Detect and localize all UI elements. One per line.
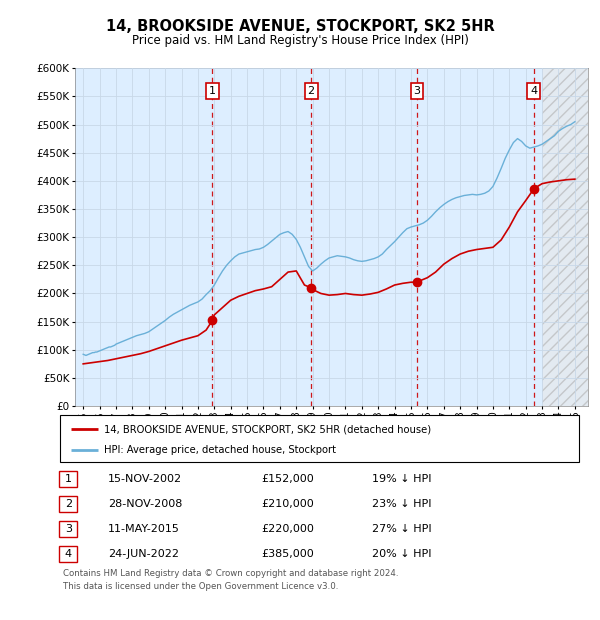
Text: £152,000: £152,000 [261, 474, 314, 484]
Text: 3: 3 [413, 86, 421, 95]
Text: 4: 4 [530, 86, 537, 95]
Text: 19% ↓ HPI: 19% ↓ HPI [372, 474, 431, 484]
Text: 11-MAY-2015: 11-MAY-2015 [108, 524, 180, 534]
Text: 28-NOV-2008: 28-NOV-2008 [108, 499, 182, 509]
Text: 3: 3 [65, 524, 72, 534]
Text: 24-JUN-2022: 24-JUN-2022 [108, 549, 179, 559]
Text: 2: 2 [65, 499, 72, 509]
Text: 14, BROOKSIDE AVENUE, STOCKPORT, SK2 5HR (detached house): 14, BROOKSIDE AVENUE, STOCKPORT, SK2 5HR… [104, 424, 431, 435]
Text: This data is licensed under the Open Government Licence v3.0.: This data is licensed under the Open Gov… [63, 582, 338, 591]
Text: 14, BROOKSIDE AVENUE, STOCKPORT, SK2 5HR: 14, BROOKSIDE AVENUE, STOCKPORT, SK2 5HR [106, 19, 494, 33]
Text: £210,000: £210,000 [261, 499, 314, 509]
Text: £220,000: £220,000 [261, 524, 314, 534]
Text: Contains HM Land Registry data © Crown copyright and database right 2024.: Contains HM Land Registry data © Crown c… [63, 569, 398, 578]
Text: Price paid vs. HM Land Registry's House Price Index (HPI): Price paid vs. HM Land Registry's House … [131, 34, 469, 47]
Text: 20% ↓ HPI: 20% ↓ HPI [372, 549, 431, 559]
Text: 23% ↓ HPI: 23% ↓ HPI [372, 499, 431, 509]
Text: £385,000: £385,000 [261, 549, 314, 559]
Text: 2: 2 [308, 86, 315, 95]
Text: HPI: Average price, detached house, Stockport: HPI: Average price, detached house, Stoc… [104, 445, 336, 455]
Text: 4: 4 [65, 549, 72, 559]
Text: 15-NOV-2002: 15-NOV-2002 [108, 474, 182, 484]
Text: 27% ↓ HPI: 27% ↓ HPI [372, 524, 431, 534]
Text: 1: 1 [209, 86, 216, 95]
Text: 1: 1 [65, 474, 72, 484]
